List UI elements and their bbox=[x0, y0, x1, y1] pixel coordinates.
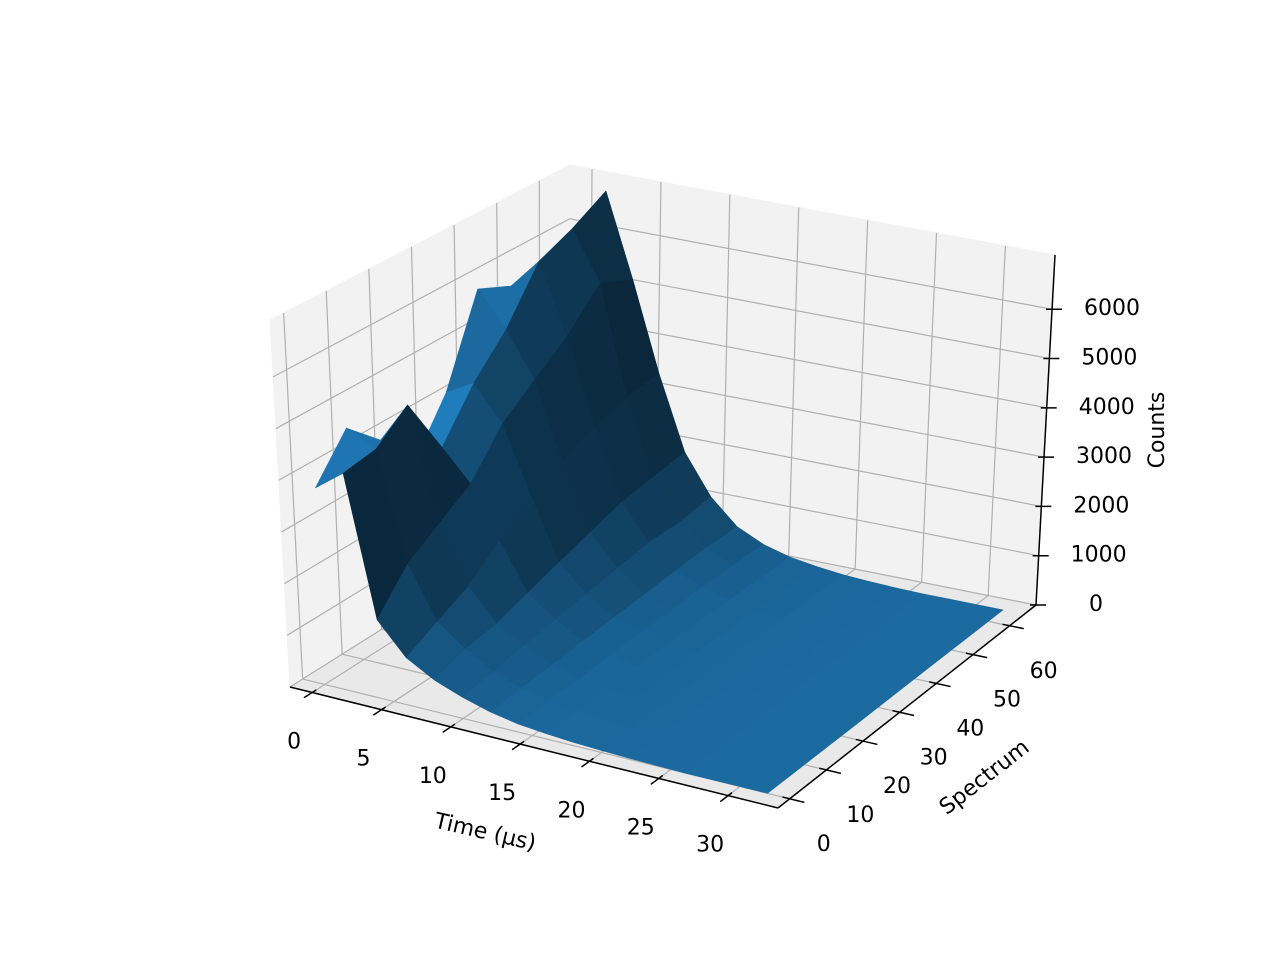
z-tick-label: 6000 bbox=[1084, 296, 1140, 321]
x-axis-line bbox=[289, 686, 779, 809]
z-grid-line bbox=[569, 218, 1053, 310]
x-grid-line bbox=[921, 232, 938, 583]
x-tick bbox=[650, 774, 664, 785]
z-grid-line bbox=[272, 218, 570, 378]
x-tick-label: 10 bbox=[419, 764, 447, 789]
x-tick bbox=[372, 706, 387, 716]
y-tick-label: 40 bbox=[956, 716, 984, 741]
surface bbox=[315, 190, 1004, 794]
x-tick bbox=[511, 740, 525, 751]
x-tick-label: 30 bbox=[696, 833, 724, 858]
z-tick-label: 0 bbox=[1089, 592, 1103, 617]
z-grid-line bbox=[569, 267, 1050, 360]
x-axis-label: Time (μs) bbox=[431, 808, 538, 856]
z-tick-label: 5000 bbox=[1081, 346, 1137, 371]
y-tick bbox=[1002, 623, 1024, 630]
x-grid-line bbox=[788, 207, 800, 556]
y-tick bbox=[855, 738, 878, 746]
axes bbox=[289, 254, 1063, 809]
y-axis-line bbox=[777, 604, 1037, 809]
y-tick-label: 30 bbox=[920, 745, 948, 770]
z-tick-label: 4000 bbox=[1079, 395, 1135, 420]
z-tick-label: 2000 bbox=[1073, 493, 1129, 518]
x-tick bbox=[581, 757, 594, 768]
y-tick bbox=[782, 796, 805, 804]
x-tick bbox=[442, 723, 456, 734]
x-grid-line bbox=[987, 245, 1006, 596]
x-grid-line bbox=[854, 220, 869, 570]
x-grid-line bbox=[721, 194, 731, 543]
y-tick-label: 60 bbox=[1030, 659, 1058, 684]
y-tick bbox=[965, 652, 988, 659]
y-grid-line bbox=[283, 312, 304, 680]
y-tick-label: 50 bbox=[993, 688, 1021, 713]
y-tick bbox=[818, 767, 842, 775]
x-tick bbox=[303, 689, 317, 699]
surface-facet bbox=[739, 763, 798, 794]
z-axis-line bbox=[1035, 254, 1056, 606]
y-tick bbox=[892, 709, 915, 717]
y-axis-label: Spectrum bbox=[935, 735, 1034, 820]
y-tick-label: 0 bbox=[817, 832, 831, 857]
z-grid-line bbox=[569, 315, 1047, 409]
z-tick-label: 3000 bbox=[1076, 444, 1132, 469]
x-tick-label: 5 bbox=[357, 747, 371, 772]
y-tick-label: 10 bbox=[846, 803, 874, 828]
z-tick-label: 1000 bbox=[1071, 543, 1127, 568]
x-tick-label: 0 bbox=[287, 730, 301, 755]
x-tick bbox=[719, 792, 733, 803]
x-tick-label: 20 bbox=[557, 798, 585, 823]
y-tick bbox=[929, 681, 951, 688]
x-tick-label: 15 bbox=[488, 781, 516, 806]
x-tick-label: 25 bbox=[627, 815, 655, 840]
y-tick-label: 20 bbox=[883, 774, 911, 799]
z-axis-label: Counts bbox=[1145, 392, 1170, 469]
